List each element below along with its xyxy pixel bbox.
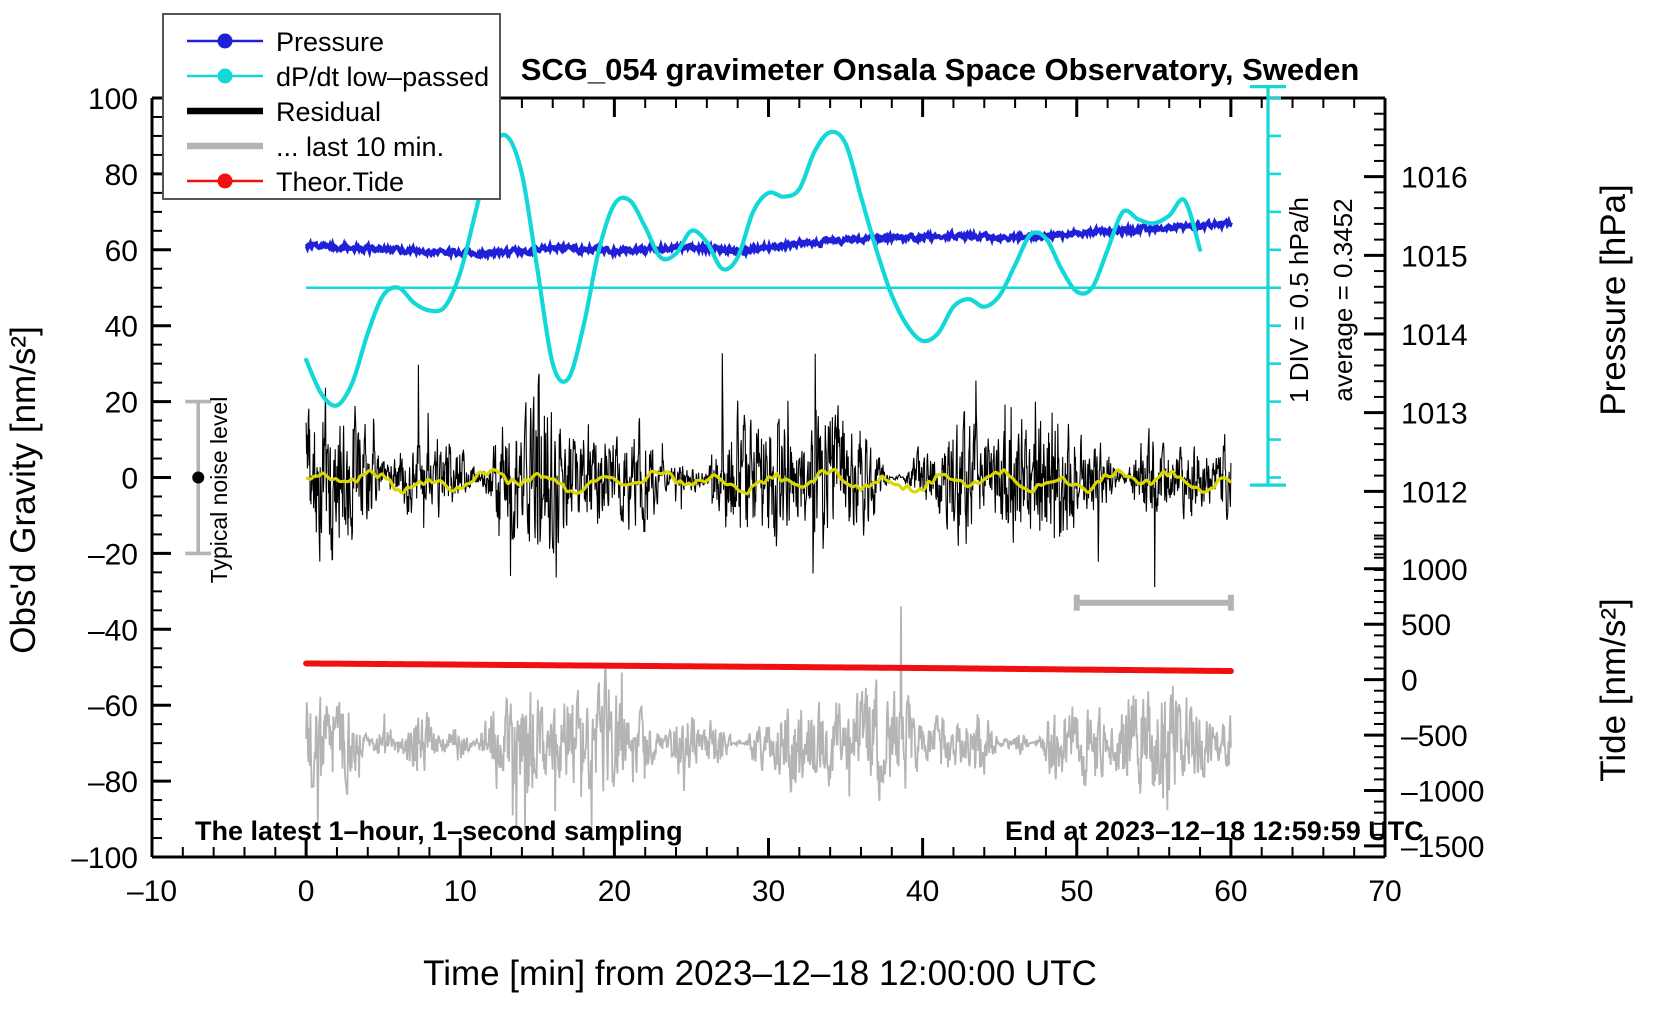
y-left-tick-label: 100 — [88, 83, 138, 116]
caption-bottom-right: End at 2023–12–18 12:59:59 UTC — [1005, 816, 1424, 846]
last-10-min-trace — [305, 606, 1232, 831]
y-left-tick-label: –60 — [88, 690, 138, 723]
dpdt-scale-bar — [1250, 85, 1286, 487]
theoretical-tide-trace — [303, 660, 1234, 675]
y-pressure-tick-label: 1016 — [1401, 162, 1468, 195]
y-left-tick-label: –20 — [88, 538, 138, 571]
y-left-tick-label: –100 — [71, 842, 138, 875]
y-tide-tick-label: 0 — [1401, 665, 1418, 698]
x-tick-label: 70 — [1368, 875, 1401, 908]
y-tide-tick-label: –1500 — [1401, 831, 1484, 864]
legend: Pressure dP/dt low–passed Residual ... last… — [162, 13, 501, 200]
x-tick-label: 60 — [1214, 875, 1247, 908]
data-series-group — [303, 129, 1268, 831]
x-tick-label: 10 — [444, 875, 477, 908]
y-tide-tick-label: –500 — [1401, 720, 1468, 753]
residual-trace — [305, 353, 1232, 588]
x-axis-title: Time [min] from 2023–12–18 12:00:00 UTC — [423, 954, 1097, 993]
legend-item-label: Theor.Tide — [276, 167, 404, 197]
typical-noise-level-marker — [185, 399, 212, 556]
dpdt-average-label: average = 0.3452 — [1328, 198, 1358, 401]
y-pressure-tick-label: 1013 — [1401, 398, 1468, 431]
y-left-tick-label: 20 — [105, 387, 138, 420]
y-left-tick-label: 80 — [105, 159, 138, 192]
x-tick-label: 40 — [906, 875, 939, 908]
dpdt-lowpassed-trace — [304, 129, 1203, 408]
y-pressure-tick-label: 1012 — [1401, 476, 1468, 509]
x-tick-label: 50 — [1060, 875, 1093, 908]
y-axis-tide-title: Tide [nm/s²] — [1594, 598, 1633, 781]
x-tick-label: 0 — [298, 875, 315, 908]
legend-item[interactable]: dP/dt low–passed — [187, 62, 489, 92]
legend-item-label: dP/dt low–passed — [276, 62, 489, 92]
residual-smoothed-trace — [305, 467, 1233, 496]
caption-bottom-left: The latest 1–hour, 1–second sampling — [195, 816, 683, 846]
y-pressure-tick-label: 1015 — [1401, 240, 1468, 273]
x-tick-label: –10 — [127, 875, 177, 908]
last-10-min-bar — [1073, 594, 1234, 611]
y-axis-pressure-title: Pressure [hPa] — [1594, 184, 1633, 416]
legend-item[interactable]: ... last 10 min. — [187, 132, 444, 162]
y-left-tick-label: 60 — [105, 235, 138, 268]
y-left-tick-label: –40 — [88, 614, 138, 647]
y-tide-tick-label: 1000 — [1401, 554, 1468, 587]
pressure-trace — [304, 215, 1233, 262]
legend-item[interactable]: Theor.Tide — [187, 167, 404, 197]
axes-group: –10 0 10 20 30 40 50 60 70100806040200–20–40–60–… — [71, 83, 1484, 908]
y-tide-tick-label: –1000 — [1401, 775, 1484, 808]
annotations-group — [185, 85, 1286, 611]
y-left-tick-label: 40 — [105, 311, 138, 344]
page-title: SCG_054 gravimeter Onsala Space Observat… — [521, 52, 1360, 87]
x-tick-label: 30 — [752, 875, 785, 908]
y-axis-left-title: Obs'd Gravity [nm/s²] — [4, 326, 43, 654]
legend-item-label: Residual — [276, 97, 381, 127]
x-tick-label: 20 — [598, 875, 631, 908]
legend-item[interactable]: Residual — [187, 97, 381, 127]
y-pressure-tick-label: 1014 — [1401, 319, 1468, 352]
y-left-tick-label: –80 — [88, 766, 138, 799]
y-left-tick-label: 0 — [121, 463, 138, 496]
y-tide-tick-label: 500 — [1401, 609, 1451, 642]
dpdt-div-label: 1 DIV = 0.5 hPa/h — [1284, 197, 1314, 403]
legend-item[interactable]: Pressure — [187, 27, 384, 57]
noise-level-label: Typical noise level — [206, 397, 232, 584]
legend-item-label: ... last 10 min. — [276, 132, 444, 162]
legend-item-label: Pressure — [276, 27, 384, 57]
